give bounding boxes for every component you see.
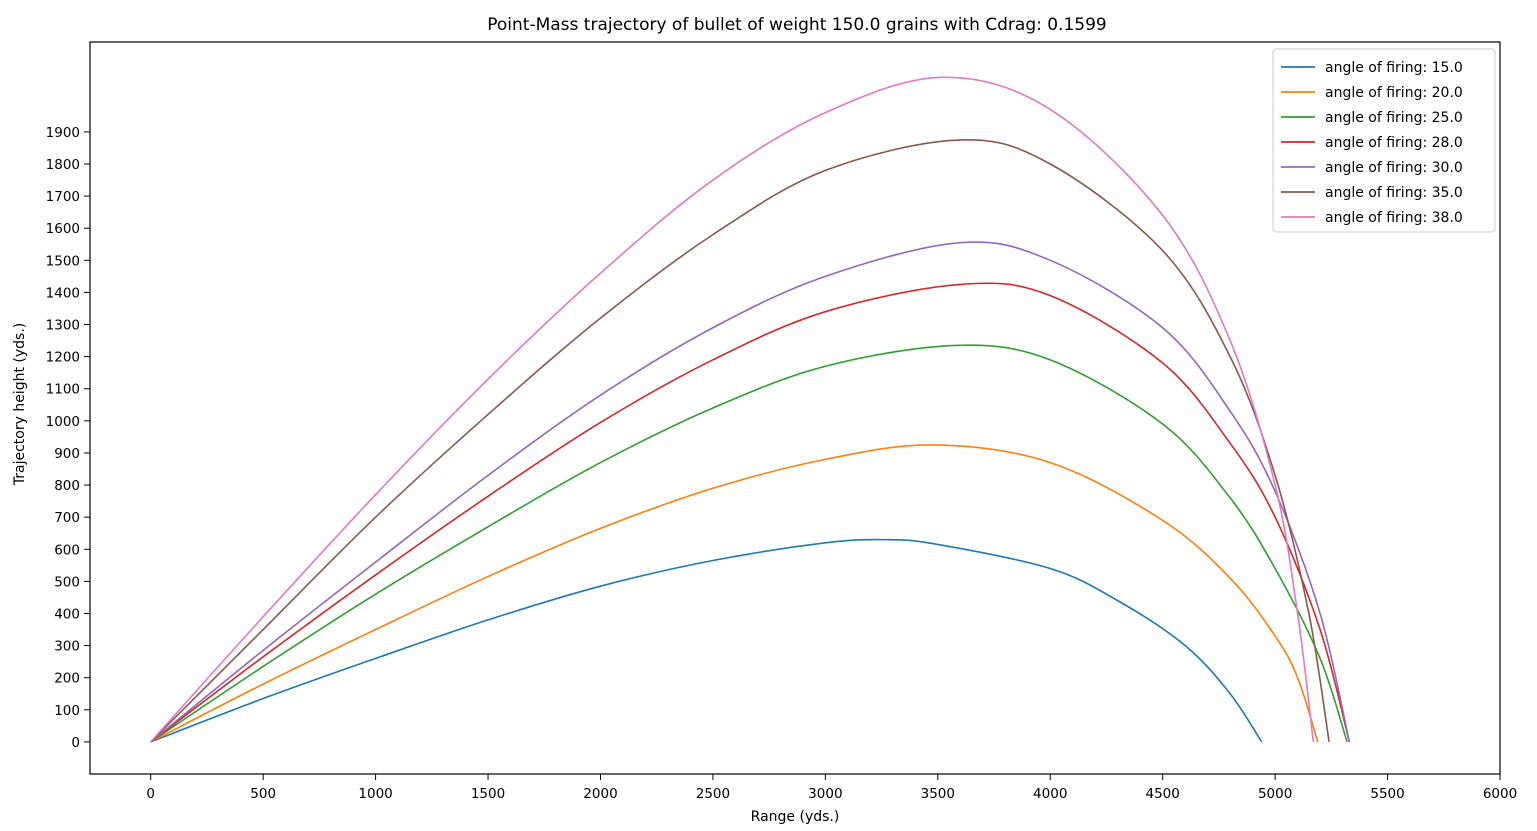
legend-entry-label: angle of firing: 25.0 [1325,110,1463,126]
y-tick-label: 800 [54,478,80,494]
y-tick-label: 1800 [46,157,80,173]
x-axis: 0 500 1000 1500 2000 2500 3000 3500 4000 4500 5000… [146,774,1517,802]
legend-entry-label: angle of firing: 15.0 [1325,60,1463,76]
x-tick-label: 4500 [1145,786,1179,802]
chart-title: Point-Mass trajectory of bullet of weigh… [487,15,1106,35]
y-axis: 0 100 200 300 400 500 600 700 800 900 1000 1100 1200… [46,125,90,751]
plot-area [89,41,1501,775]
y-tick-label: 1700 [46,189,80,205]
legend-entry-label: angle of firing: 38.0 [1325,210,1463,226]
x-tick-label: 3000 [808,786,842,802]
y-tick-label: 1000 [46,414,80,430]
x-tick-label: 1000 [358,786,392,802]
x-tick-label: 2500 [696,786,730,802]
legend-entry-label: angle of firing: 30.0 [1325,160,1463,176]
x-tick-label: 6000 [1483,786,1517,802]
x-tick-label: 2000 [583,786,617,802]
x-tick-label: 500 [250,786,276,802]
x-tick-label: 4000 [1033,786,1067,802]
y-axis-label: Trajectory height (yds.) [12,323,28,487]
x-tick-label: 5500 [1370,786,1404,802]
series-line-1 [150,538,1263,743]
y-tick-label: 300 [54,639,80,655]
series-line-3 [150,344,1348,743]
y-tick-label: 1500 [46,253,80,269]
y-tick-label: 1900 [46,125,80,141]
x-axis-label: Range (yds.) [751,809,840,825]
legend-box [1272,48,1496,233]
series-line-7 [150,76,1315,743]
y-tick-label: 0 [71,735,80,751]
legend-entry-label: angle of firing: 28.0 [1325,135,1463,151]
series-line-6 [150,139,1330,743]
series-lines [150,76,1351,743]
x-tick-label: 1500 [471,786,505,802]
y-tick-label: 1600 [46,221,80,237]
series-line-5 [150,241,1351,743]
legend-entry-label: angle of firing: 20.0 [1325,85,1463,101]
series-line-4 [150,282,1351,743]
y-tick-label: 100 [54,703,80,719]
y-tick-label: 1100 [46,382,80,398]
y-tick-label: 900 [54,446,80,462]
legend: angle of firing: 15.0 angle of firing: 20… [1272,48,1496,233]
y-tick-label: 400 [54,606,80,622]
legend-entry-label: angle of firing: 35.0 [1325,185,1463,201]
y-tick-label: 1400 [46,285,80,301]
series-line-2 [150,444,1319,743]
y-tick-label: 1200 [46,350,80,366]
y-tick-label: 700 [54,510,80,526]
y-tick-label: 1300 [46,318,80,334]
y-tick-label: 200 [54,671,80,687]
y-tick-label: 600 [54,542,80,558]
x-tick-label: 0 [146,786,155,802]
x-tick-label: 5000 [1258,786,1292,802]
x-tick-label: 3500 [921,786,955,802]
y-tick-label: 500 [54,574,80,590]
